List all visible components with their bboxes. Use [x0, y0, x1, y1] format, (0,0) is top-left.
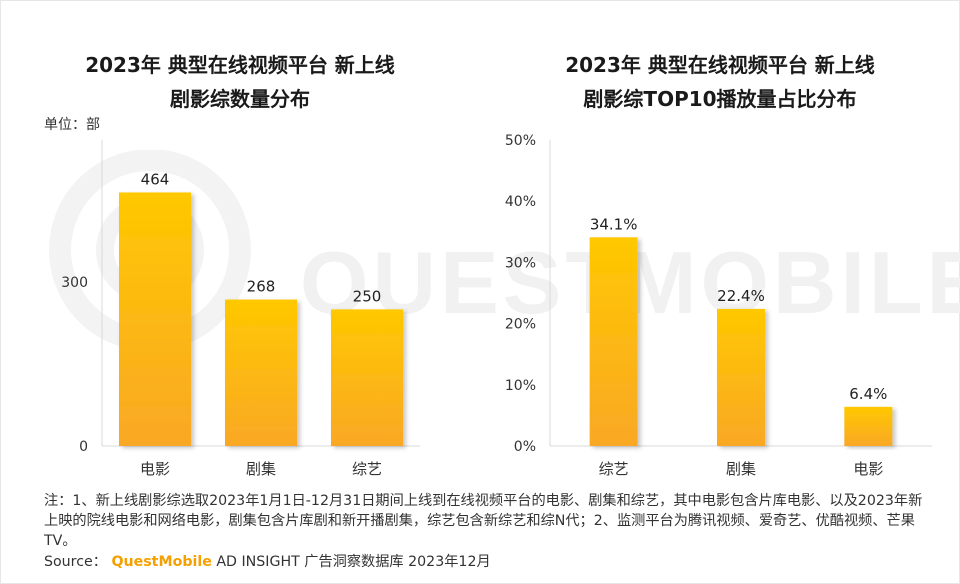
category-label: 电影 [853, 460, 883, 478]
category-label: 电影 [140, 460, 170, 478]
y-tick-label: 0% [514, 439, 536, 455]
bar-1 [119, 192, 191, 446]
data-label: 464 [141, 170, 170, 188]
y-tick-label: 20% [505, 317, 536, 333]
right-chart-title-line2: 剧影综TOP10播放量占比分布 [583, 87, 857, 111]
category-label: 综艺 [352, 460, 382, 478]
category-label: 剧集 [726, 460, 756, 478]
left-chart-title-line2: 剧影综数量分布 [170, 87, 310, 111]
source-line: Source： QuestMobile AD INSIGHT 广告洞察数据库 2… [44, 551, 491, 571]
left-chart-title-line1: 2023年 典型在线视频平台 新上线 [85, 53, 395, 77]
y-tick-label: 30% [505, 255, 536, 271]
y-tick-label: 0 [79, 439, 88, 455]
source-rest: AD INSIGHT 广告洞察数据库 2023年12月 [216, 554, 491, 570]
bar-3 [844, 406, 893, 446]
y-tick-label: 50% [505, 133, 536, 149]
y-tick-label: 40% [505, 194, 536, 210]
source-brand: QuestMobile [111, 554, 212, 570]
data-label: 250 [353, 287, 382, 305]
data-label: 34.1% [590, 215, 638, 233]
source-prefix: Source： [44, 554, 107, 570]
right-chart-title-line1: 2023年 典型在线视频平台 新上线 [565, 53, 875, 77]
footnote: 注：1、新上线剧影综选取2023年1月1日-12月31日期间上线到在线视频平台的… [44, 493, 923, 549]
right-chart-title: 2023年 典型在线视频平台 新上线 剧影综TOP10播放量占比分布 [520, 48, 920, 116]
left-bar-chart: 0 300 464 电影 268 剧集 250 综艺 [61, 140, 420, 478]
data-label: 6.4% [849, 385, 887, 403]
y-tick-label: 300 [61, 275, 88, 291]
category-label: 综艺 [599, 460, 629, 478]
bar-2 [225, 299, 297, 446]
right-bar-chart: 0% 10% 20% 30% 40% 50% 34.1% 综艺 22.4% 剧集 6.4% 电影 [505, 133, 932, 478]
left-chart-unit: 单位：部 [44, 117, 100, 133]
category-label: 剧集 [246, 460, 276, 478]
bar-3 [331, 309, 403, 446]
y-tick-label: 10% [505, 378, 536, 394]
data-label: 268 [247, 278, 276, 296]
bar-1 [589, 237, 638, 446]
data-label: 22.4% [717, 287, 765, 305]
bar-2 [717, 308, 765, 446]
left-chart-title: 2023年 典型在线视频平台 新上线 剧影综数量分布 [40, 48, 440, 116]
